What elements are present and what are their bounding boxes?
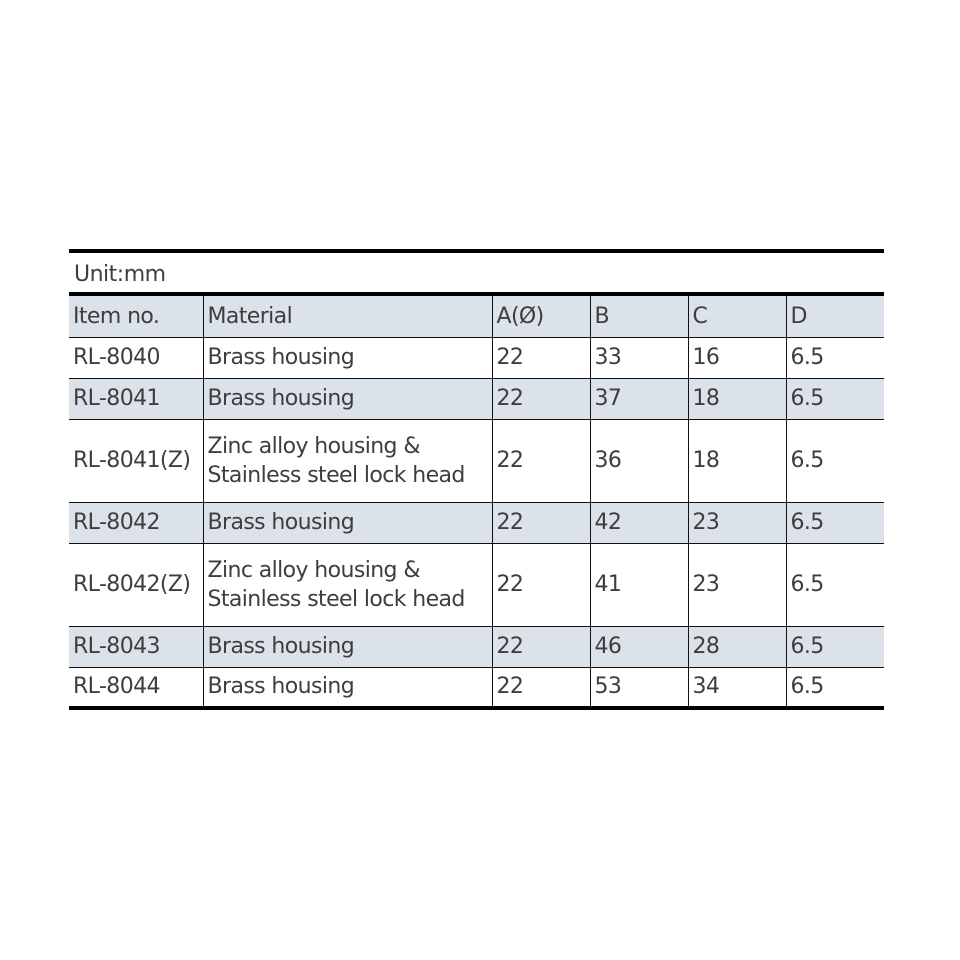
- top-rule: [69, 249, 884, 253]
- cell-material: Brass housing: [202, 626, 493, 668]
- cell-d: 6.5: [785, 667, 884, 710]
- cell-d: 6.5: [785, 626, 884, 668]
- cell-item-no: RL-8041(Z): [69, 419, 204, 503]
- material-line: Zinc alloy housing &: [207, 557, 421, 583]
- cell-a: 22: [491, 378, 591, 420]
- table-row: RL-8040 Brass housing 22 33 16 6.5: [69, 337, 884, 379]
- cell-a: 22: [491, 502, 591, 544]
- cell-material: Zinc alloy housing & Stainless steel lock…: [202, 543, 493, 627]
- header-a: A(Ø): [491, 296, 591, 338]
- table-row: RL-8043 Brass housing 22 46 28 6.5: [69, 626, 884, 668]
- cell-item-no: RL-8041: [69, 378, 204, 420]
- cell-c: 34: [687, 667, 787, 710]
- cell-d: 6.5: [785, 502, 884, 544]
- cell-a: 22: [491, 626, 591, 668]
- material-line: Brass housing: [207, 674, 355, 700]
- cell-item-no: RL-8042: [69, 502, 204, 544]
- table-row: RL-8041(Z) Zinc alloy housing & Stainless …: [69, 419, 884, 503]
- cell-b: 36: [589, 419, 689, 503]
- cell-a: 22: [491, 419, 591, 503]
- header-b: B: [589, 296, 689, 338]
- spec-table: Item no. Material A(Ø) B C D RL-8040 Bras…: [69, 296, 884, 710]
- cell-b: 53: [589, 667, 689, 710]
- cell-b: 46: [589, 626, 689, 668]
- cell-item-no: RL-8040: [69, 337, 204, 379]
- cell-material: Brass housing: [202, 667, 493, 710]
- table-row: RL-8042(Z) Zinc alloy housing & Stainless …: [69, 543, 884, 627]
- cell-d: 6.5: [785, 543, 884, 627]
- cell-c: 18: [687, 419, 787, 503]
- cell-c: 16: [687, 337, 787, 379]
- table-row: RL-8041 Brass housing 22 37 18 6.5: [69, 378, 884, 420]
- header-material: Material: [202, 296, 493, 338]
- cell-a: 22: [491, 667, 591, 710]
- cell-c: 23: [687, 502, 787, 544]
- cell-c: 28: [687, 626, 787, 668]
- cell-b: 37: [589, 378, 689, 420]
- header-c: C: [687, 296, 787, 338]
- header-row: Item no. Material A(Ø) B C D: [69, 296, 884, 338]
- material-line: Stainless steel lock head: [207, 586, 466, 612]
- cell-c: 18: [687, 378, 787, 420]
- table-row: RL-8042 Brass housing 22 42 23 6.5: [69, 502, 884, 544]
- cell-d: 6.5: [785, 337, 884, 379]
- cell-b: 42: [589, 502, 689, 544]
- material-line: Brass housing: [207, 345, 355, 370]
- material-line: Zinc alloy housing &: [207, 433, 421, 459]
- cell-material: Brass housing: [202, 337, 493, 379]
- material-line: Brass housing: [207, 386, 355, 411]
- cell-material: Brass housing: [202, 502, 493, 544]
- cell-b: 33: [589, 337, 689, 379]
- cell-item-no: RL-8042(Z): [69, 543, 204, 627]
- cell-b: 41: [589, 543, 689, 627]
- header-item-no: Item no.: [69, 296, 204, 338]
- spec-table-container: Unit:mm Item no. Material A(Ø) B C D RL-…: [69, 249, 884, 710]
- cell-a: 22: [491, 543, 591, 627]
- cell-material: Brass housing: [202, 378, 493, 420]
- cell-item-no: RL-8043: [69, 626, 204, 668]
- table-row: RL-8044 Brass housing 22 53 34 6.5: [69, 667, 884, 710]
- header-d: D: [785, 296, 884, 338]
- cell-c: 23: [687, 543, 787, 627]
- unit-label: Unit:mm: [74, 262, 166, 287]
- cell-d: 6.5: [785, 419, 884, 503]
- header-rule: [69, 292, 884, 296]
- material-line: Brass housing: [207, 510, 355, 535]
- cell-a: 22: [491, 337, 591, 379]
- material-line: Stainless steel lock head: [207, 462, 466, 488]
- material-line: Brass housing: [207, 634, 355, 659]
- cell-d: 6.5: [785, 378, 884, 420]
- cell-material: Zinc alloy housing & Stainless steel lock…: [202, 419, 493, 503]
- cell-item-no: RL-8044: [69, 667, 204, 710]
